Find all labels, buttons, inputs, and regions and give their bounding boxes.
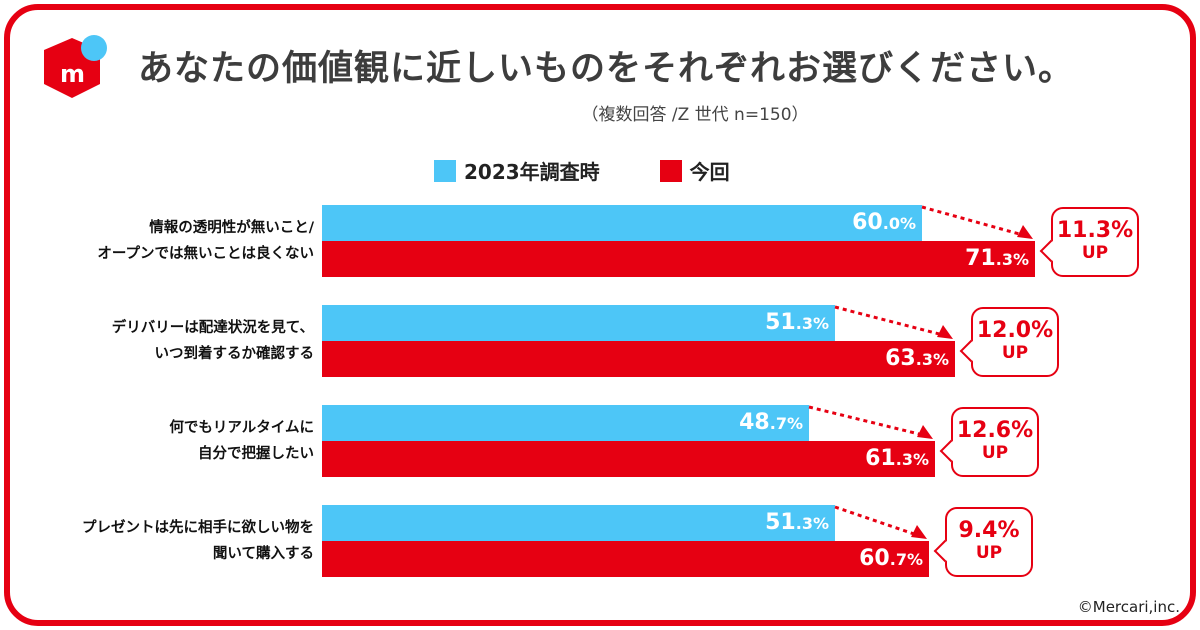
legend-item-now: 今回: [659, 156, 730, 185]
increase-value: 12.6%: [956, 418, 1034, 443]
legend: 2023年調査時 今回: [434, 156, 730, 185]
bar-2023: [322, 305, 835, 341]
trend-arrow-head: [917, 425, 933, 439]
data-label: 71.3%: [965, 246, 1029, 271]
category-label-line: 何でもリアルタイムに: [169, 420, 314, 436]
legend-swatch: [434, 159, 456, 182]
trend-arrow-line: [834, 505, 918, 537]
category-label-line: 情報の透明性が無いこと/: [149, 220, 314, 236]
chart-title: あなたの価値観に近しいものをそれぞれお選びください。: [138, 49, 1075, 89]
trend-arrow-line: [834, 305, 944, 337]
increase-label: UP: [1001, 343, 1029, 363]
data-label: 60.7%: [859, 546, 923, 571]
increase-label: UP: [981, 443, 1009, 463]
increase-callout: 9.4% UP: [933, 507, 1033, 577]
data-label: 60.0%: [852, 210, 916, 235]
trend-arrow-head: [1017, 225, 1033, 239]
data-label: 61.3%: [865, 446, 929, 471]
bar-now: [322, 441, 935, 477]
category-label: 情報の透明性が無いこと/オープンでは無いことは良くない: [34, 215, 314, 267]
bar-now: [322, 341, 955, 377]
bar-now: [322, 241, 1035, 277]
bar-now: [322, 541, 929, 577]
bar-2023: [322, 505, 835, 541]
category-label-line: デリバリーは配達状況を見て、: [111, 320, 314, 336]
chart-subtitle: （複数回答 /Z 世代 n=150）: [581, 105, 809, 125]
mercari-logo: m: [44, 35, 107, 98]
category-label-line: プレゼントは先に相手に欲しい物を: [82, 520, 314, 536]
bar-2023: [322, 205, 922, 241]
category-label-line: 自分で把握したい: [198, 446, 314, 462]
data-label: 51.3%: [765, 310, 829, 335]
category-label: 何でもリアルタイムに自分で把握したい: [34, 415, 314, 467]
category-label-line: オープンでは無いことは良くない: [97, 246, 314, 262]
increase-value: 12.0%: [976, 318, 1054, 343]
increase-callout: 12.0% UP: [959, 307, 1059, 377]
category-label: デリバリーは配達状況を見て、いつ到着するか確認する: [34, 315, 314, 367]
svg-text:m: m: [60, 60, 85, 88]
data-label: 48.7%: [739, 410, 803, 435]
category-label-line: いつ到着するか確認する: [154, 346, 315, 362]
data-label: 51.3%: [765, 510, 829, 535]
trend-arrow-head: [911, 525, 927, 539]
trend-arrow-line: [808, 405, 924, 437]
increase-label: UP: [975, 543, 1003, 563]
legend-label: 今回: [689, 160, 730, 184]
copyright: ©Mercari,inc.: [1077, 598, 1180, 616]
legend-label: 2023年調査時: [464, 160, 600, 184]
category-label: プレゼントは先に相手に欲しい物を聞いて購入する: [34, 515, 314, 567]
increase-value: 11.3%: [1056, 218, 1134, 243]
increase-value: 9.4%: [958, 518, 1020, 543]
trend-arrow-line: [921, 205, 1024, 237]
legend-item-2023: 2023年調査時: [434, 156, 600, 185]
card-frame: [4, 4, 1196, 626]
data-label: 63.3%: [885, 346, 949, 371]
legend-swatch: [659, 159, 682, 182]
increase-label: UP: [1081, 243, 1109, 263]
increase-callout: 12.6% UP: [939, 407, 1039, 477]
increase-callout: 11.3% UP: [1039, 207, 1139, 277]
bar-2023: [322, 405, 809, 441]
category-label-line: 聞いて購入する: [212, 546, 314, 562]
trend-arrow-head: [937, 325, 953, 339]
